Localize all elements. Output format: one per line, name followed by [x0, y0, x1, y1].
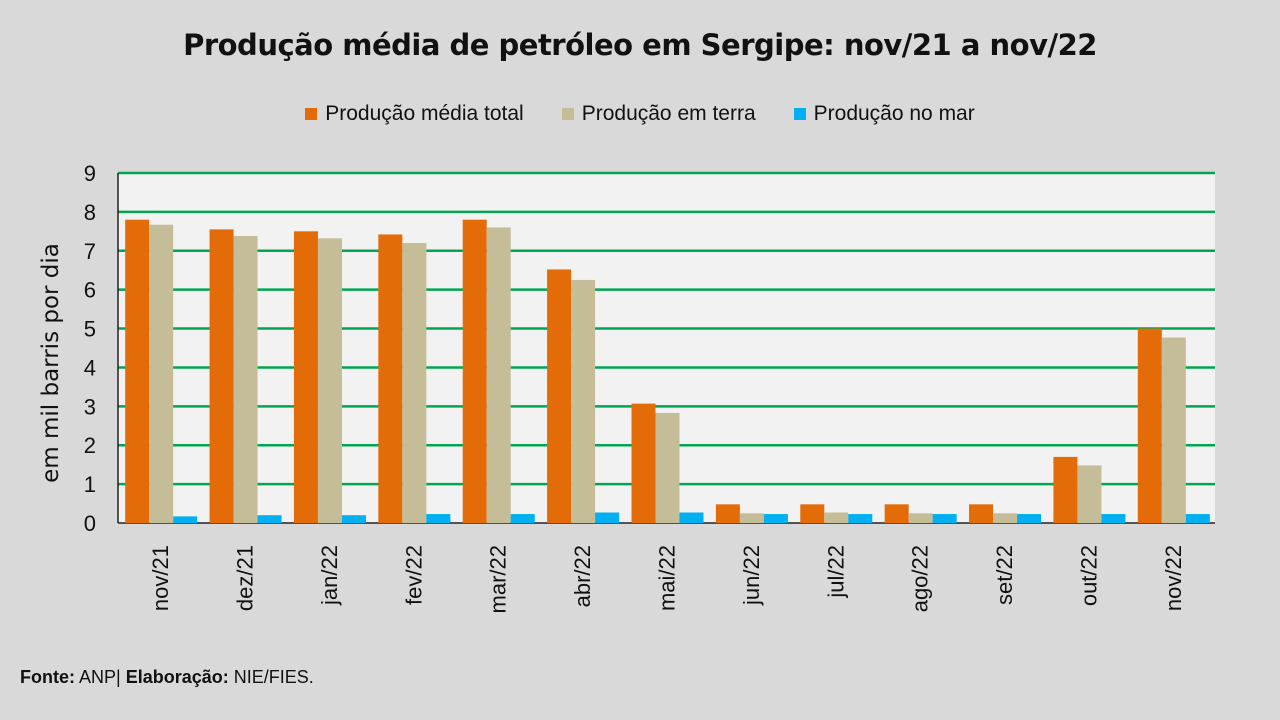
bar-terra	[571, 279, 596, 523]
bar-mar	[848, 514, 873, 523]
bar-terra	[1077, 465, 1102, 523]
y-tick-label: 0	[84, 511, 96, 536]
bar-terra	[655, 412, 680, 523]
x-tick-label: jul/22	[823, 545, 848, 599]
bar-terra	[739, 513, 764, 523]
bar-total	[800, 504, 825, 523]
bar-total	[631, 403, 656, 523]
bar-total	[125, 219, 150, 523]
x-tick-label: mai/22	[655, 545, 680, 611]
bar-mar	[173, 516, 198, 523]
y-tick-label: 1	[84, 472, 96, 497]
x-tick-label: jun/22	[739, 545, 764, 606]
legend-item-total: Produção média total	[305, 102, 524, 126]
bar-total	[1053, 456, 1078, 523]
x-tick-label: nov/21	[148, 545, 173, 611]
elaboration-label: Elaboração:	[125, 667, 229, 687]
bar-terra	[993, 513, 1018, 523]
legend-label-total: Produção média total	[325, 102, 524, 125]
bar-terra	[1161, 337, 1186, 523]
legend-swatch-total	[305, 108, 318, 120]
legend-label-mar: Produção no mar	[813, 102, 975, 125]
x-tick-label: nov/22	[1161, 545, 1186, 611]
x-tick-label: jan/22	[317, 545, 342, 606]
y-tick-label: 7	[84, 239, 96, 264]
legend-item-mar: Produção no mar	[793, 102, 975, 126]
bar-mar	[257, 515, 282, 523]
elaboration-value: NIE/FIES.	[233, 667, 314, 687]
x-tick-label: mar/22	[486, 545, 511, 613]
source-label: Fonte:	[20, 667, 75, 687]
legend-swatch-terra	[561, 108, 574, 120]
bar-mar	[932, 514, 957, 523]
x-tick-label: set/22	[992, 545, 1017, 605]
bar-total	[547, 269, 572, 523]
bar-total	[293, 231, 318, 524]
y-tick-label: 9	[84, 161, 96, 186]
bar-terra	[233, 236, 258, 523]
source-note: Fonte: ANP| Elaboração: NIE/FIES.	[20, 667, 314, 688]
bar-mar	[1017, 514, 1042, 523]
bar-terra	[317, 238, 342, 524]
x-tick-label: dez/21	[233, 545, 258, 611]
bar-mar	[1185, 514, 1210, 523]
bar-total	[462, 219, 487, 523]
bar-terra	[486, 227, 511, 523]
bar-terra	[908, 513, 933, 523]
source-value: ANP|	[79, 667, 121, 687]
chart-title: Produção média de petróleo em Sergipe: n…	[183, 28, 1097, 62]
y-tick-label: 4	[84, 355, 96, 380]
bar-total	[378, 234, 403, 523]
chart-legend: Produção média total Produção em terra P…	[0, 102, 1280, 126]
bar-total	[715, 504, 740, 523]
x-tick-label: out/22	[1076, 545, 1101, 606]
bar-mar	[510, 514, 535, 523]
y-tick-label: 6	[84, 278, 96, 303]
x-tick-label: ago/22	[908, 545, 933, 612]
bar-total	[884, 504, 909, 523]
bar-mar	[1101, 514, 1126, 523]
bar-total	[1137, 328, 1162, 523]
bar-mar	[341, 515, 366, 523]
bar-mar	[426, 514, 451, 523]
bar-total	[969, 504, 994, 523]
bar-mar	[679, 512, 704, 523]
bar-terra	[149, 224, 174, 523]
legend-swatch-mar	[793, 108, 806, 120]
y-tick-label: 5	[84, 317, 96, 342]
y-tick-label: 8	[84, 200, 96, 225]
y-axis-title: em mil barris por dia	[38, 243, 64, 483]
x-tick-label: fev/22	[401, 545, 426, 605]
y-tick-label: 2	[84, 433, 96, 458]
bar-mar	[595, 512, 620, 523]
legend-label-terra: Produção em terra	[581, 102, 756, 125]
bar-terra	[824, 512, 849, 523]
bar-mar	[763, 514, 788, 523]
x-tick-label: abr/22	[570, 545, 595, 607]
bar-total	[209, 229, 234, 523]
y-tick-label: 3	[84, 394, 96, 419]
legend-item-terra: Produção em terra	[561, 102, 756, 126]
bar-terra	[402, 243, 427, 523]
